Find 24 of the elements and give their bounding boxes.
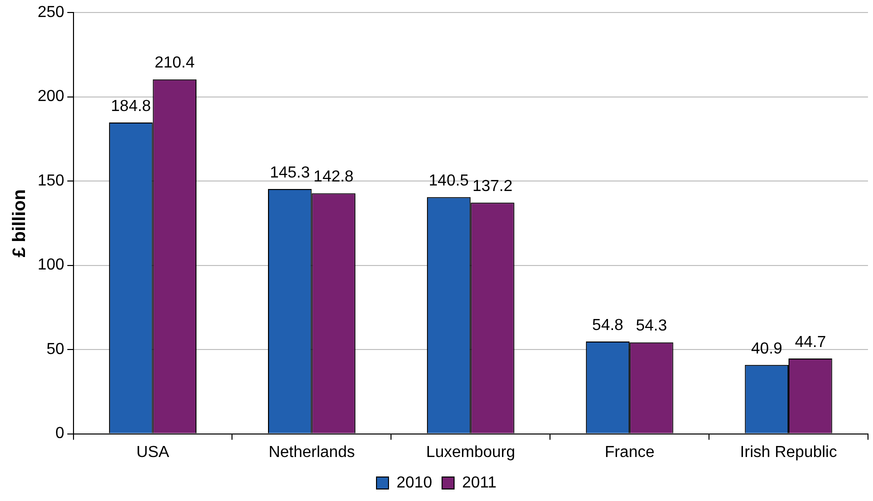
data-label: 44.7 (794, 334, 826, 351)
y-tick-label: 200 (38, 88, 64, 106)
data-label: 140.5 (428, 172, 469, 190)
data-label: 184.8 (110, 98, 152, 115)
data-label: 137.2 (472, 178, 513, 196)
data-label: 142.8 (314, 168, 354, 186)
y-tick-label: 0 (55, 425, 64, 442)
y-tick-label: 50 (46, 340, 64, 358)
data-label: 54.8 (592, 316, 624, 334)
x-tick-label: USA (136, 444, 170, 461)
x-tick-label: France (604, 444, 655, 461)
data-label: 40.9 (751, 340, 782, 358)
x-tick-label: Netherlands (268, 444, 355, 461)
y-axis-title: £ billion (8, 189, 29, 258)
y-tick-label: 100 (38, 256, 64, 274)
data-label: 145.3 (270, 164, 310, 182)
legend-label: 2010 (396, 474, 432, 492)
data-label: 210.4 (154, 54, 195, 72)
y-tick-label: 150 (38, 172, 64, 190)
legend-label: 2011 (462, 474, 497, 492)
data-label: 54.3 (636, 318, 668, 335)
x-tick-label: Luxembourg (426, 444, 516, 461)
x-tick-label: Irish Republic (740, 444, 837, 461)
y-tick-label: 250 (38, 4, 64, 22)
